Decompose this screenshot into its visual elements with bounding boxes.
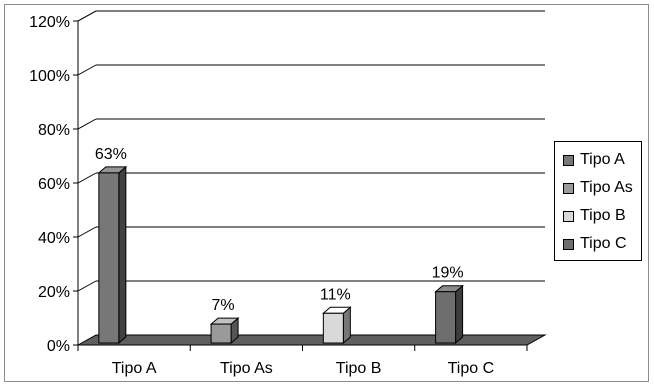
gridline-depth	[77, 10, 97, 22]
y-tick-label: 60%	[38, 176, 70, 193]
plot-wall-outline	[77, 10, 545, 345]
data-label: 7%	[212, 297, 235, 314]
legend-label: Tipo C	[580, 235, 627, 252]
legend-swatch	[563, 238, 574, 250]
y-tick-label: 40%	[38, 230, 70, 247]
legend-swatch	[563, 182, 574, 194]
legend-item: Tipo C	[563, 234, 627, 254]
gridline-depth	[77, 226, 97, 238]
y-tick-label: 80%	[38, 122, 70, 139]
chart-floor	[76, 334, 547, 346]
legend-label: Tipo A	[580, 151, 625, 168]
legend-item: Tipo B	[563, 206, 626, 226]
gridline-depth	[77, 280, 97, 292]
bar	[322, 312, 344, 344]
bar-side	[118, 165, 127, 345]
y-tick-label: 120%	[29, 14, 70, 31]
legend-swatch	[563, 210, 574, 222]
legend-item: Tipo A	[563, 150, 625, 170]
chart-legend: Tipo A Tipo As Tipo B Tipo C	[554, 141, 642, 261]
bar	[435, 291, 457, 344]
gridline-depth	[77, 64, 97, 76]
y-tick-label: 100%	[29, 68, 70, 85]
gridline-depth	[77, 118, 97, 130]
bar-side	[455, 284, 464, 345]
legend-label: Tipo B	[580, 207, 626, 224]
x-tick-label: Tipo As	[220, 360, 273, 377]
y-tick-label: 20%	[38, 284, 70, 301]
legend-item: Tipo As	[563, 178, 633, 198]
bar	[210, 323, 232, 344]
data-label: 11%	[320, 286, 351, 303]
y-tick-label: 0%	[47, 338, 70, 355]
gridline-depth	[77, 172, 97, 184]
legend-label: Tipo As	[580, 179, 633, 196]
legend-swatch	[563, 154, 574, 166]
data-label: 63%	[95, 146, 127, 163]
x-tick-label: Tipo A	[112, 360, 157, 377]
x-tick-label: Tipo C	[448, 360, 495, 377]
bar	[98, 172, 120, 344]
data-label: 19%	[432, 265, 464, 282]
x-tick-label: Tipo B	[336, 360, 382, 377]
chart-frame	[4, 4, 649, 382]
